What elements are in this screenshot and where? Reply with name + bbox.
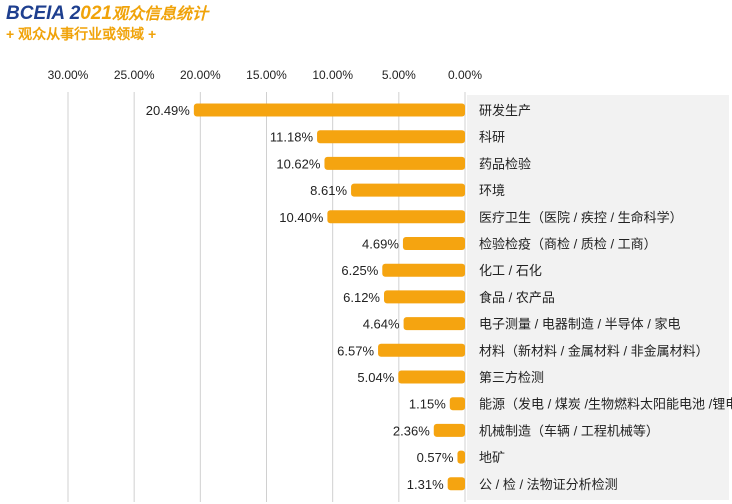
category-label: 研发生产 (479, 103, 531, 118)
value-labels: 20.49% 11.18% 10.62% 8.61% 10.40% 4.69% 6.25% 6… (146, 103, 454, 492)
x-tick-label: 15.00% (246, 68, 287, 82)
value-label: 6.25% (341, 263, 378, 278)
x-axis-ticks: 30.00% 25.00% 20.00% 15.00% 10.00% 5.00% 0.00% (48, 68, 483, 82)
value-label: 11.18% (270, 130, 314, 145)
x-tick-label: 10.00% (312, 68, 353, 82)
value-label: 0.57% (417, 450, 454, 465)
brand-title-part1: BCEIA 2 (6, 3, 81, 24)
value-label: 2.36% (393, 423, 430, 438)
category-label: 食品 / 农产品 (479, 290, 555, 305)
category-label-background (467, 95, 729, 500)
bar (398, 370, 465, 384)
category-label: 能源（发电 / 煤炭 /生物燃料太阳能电池 /锂电池） (479, 397, 732, 412)
bar (447, 477, 465, 491)
x-tick-label: 0.00% (448, 68, 482, 82)
value-label: 4.69% (362, 237, 399, 252)
bar (327, 210, 465, 224)
value-label: 1.31% (407, 477, 444, 492)
value-label: 6.57% (337, 343, 374, 358)
brand-title-part2: 021 (80, 3, 112, 24)
bar (378, 343, 465, 357)
bar (457, 450, 465, 464)
bar (317, 130, 465, 144)
category-label: 检验检疫（商检 / 质检 / 工商） (479, 237, 657, 252)
category-label: 地矿 (479, 450, 505, 465)
brand-title-part3: 观众信息统计 (111, 6, 208, 23)
category-label-panel (467, 95, 729, 500)
bar (384, 290, 465, 304)
x-tick-label: 20.00% (180, 68, 221, 82)
x-tick-label: 30.00% (48, 68, 89, 82)
bar (324, 156, 465, 170)
category-label: 科研 (479, 130, 505, 145)
value-label: 6.12% (343, 290, 380, 305)
bar (433, 423, 465, 437)
category-label: 医疗卫生（医院 / 疾控 / 生命科学） (479, 210, 683, 225)
x-tick-label: 25.00% (114, 68, 155, 82)
category-label: 药品检验 (479, 156, 531, 171)
category-label: 公 / 检 / 法物证分析检测 (479, 477, 618, 492)
bars (193, 103, 465, 491)
bar (449, 397, 465, 411)
bar (382, 263, 465, 277)
brand-title: BCEIA 2021观众信息统计 (6, 2, 208, 27)
category-label: 第三方检测 (479, 370, 544, 385)
category-label: 电子测量 / 电器制造 / 半导体 / 家电 (479, 317, 681, 332)
category-label: 机械制造（车辆 / 工程机械等） (479, 423, 659, 438)
value-label: 8.61% (310, 183, 347, 198)
category-label: 环境 (479, 183, 505, 198)
x-tick-label: 5.00% (382, 68, 416, 82)
bar (402, 237, 465, 250)
chart-subtitle: + 观众从事行业或领域 + (6, 26, 157, 42)
header: BCEIA 2021观众信息统计 + 观众从事行业或领域 + (0, 0, 732, 48)
category-label: 材料（新材料 / 金属材料 / 非金属材料） (479, 343, 709, 358)
value-label: 10.40% (279, 210, 324, 225)
value-label: 5.04% (357, 370, 394, 385)
bar (403, 317, 465, 331)
value-label: 10.62% (276, 156, 321, 171)
value-label: 4.64% (363, 317, 400, 332)
value-label: 1.15% (409, 397, 446, 412)
bar (351, 183, 465, 197)
bar (193, 103, 465, 117)
category-label: 化工 / 石化 (479, 263, 542, 278)
value-label: 20.49% (146, 103, 191, 118)
